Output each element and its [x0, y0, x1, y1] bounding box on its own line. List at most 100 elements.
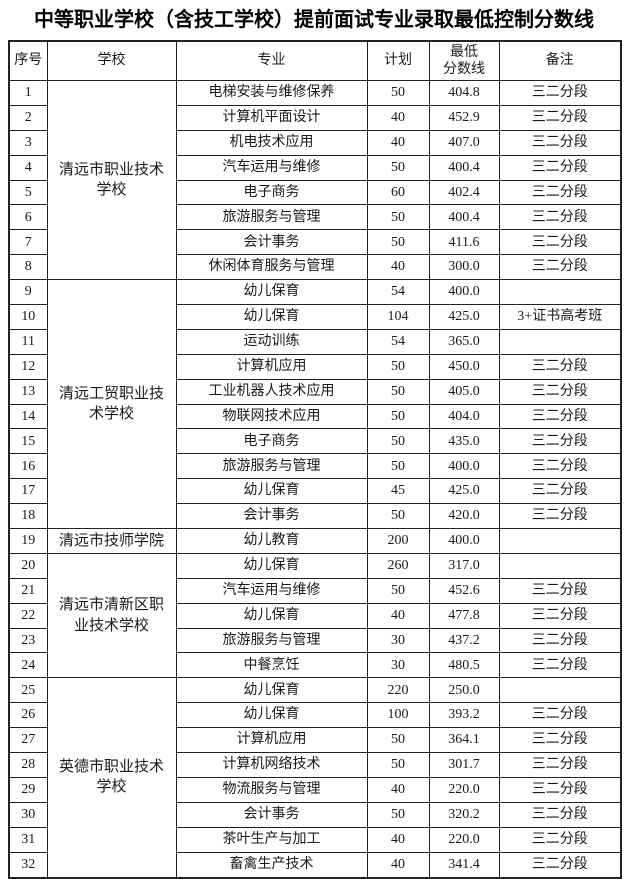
plan-count: 54 — [366, 279, 430, 306]
remark: 三二分段 — [498, 353, 622, 380]
row-number: 4 — [8, 154, 48, 181]
table-row: 7 会计事务 50 411.6 三二分段 — [8, 229, 622, 256]
row-number: 12 — [8, 353, 48, 380]
major-name: 旅游服务与管理 — [175, 204, 368, 231]
table-row: 12 计算机应用 50 450.0 三二分段 — [8, 353, 622, 380]
row-number: 13 — [8, 378, 48, 405]
major-name: 幼儿教育 — [175, 528, 368, 554]
plan-count: 60 — [366, 179, 430, 206]
remark: 三二分段 — [498, 503, 622, 530]
remark — [498, 552, 622, 579]
min-score-value: 411.6 — [428, 229, 500, 256]
major-name: 工业机器人技术应用 — [175, 378, 368, 405]
row-number: 10 — [8, 304, 48, 330]
major-name: 会计事务 — [175, 801, 368, 828]
plan-count: 50 — [366, 229, 430, 256]
min-score-value: 400.4 — [428, 154, 500, 181]
table-row: 9 清远工贸职业技术学校 幼儿保育 54 400.0 — [8, 279, 622, 530]
table-row: 24 中餐烹饪 30 480.5 三二分段 — [8, 652, 622, 679]
min-score-value: 425.0 — [428, 304, 500, 330]
major-name: 幼儿保育 — [175, 304, 368, 330]
remark — [498, 279, 622, 306]
min-score-value: 437.2 — [428, 627, 500, 654]
remark: 三二分段 — [498, 478, 622, 505]
remark: 三二分段 — [498, 702, 622, 729]
table-row: 1 清远市职业技术学校 电梯安装与维修保养 50 404.8 三二分段 — [8, 79, 622, 281]
row-number: 31 — [8, 826, 48, 853]
remark: 三二分段 — [498, 254, 622, 281]
remark: 三二分段 — [498, 403, 622, 430]
row-number: 21 — [8, 577, 48, 604]
plan-count: 220 — [366, 677, 430, 704]
major-name: 茶叶生产与加工 — [175, 826, 368, 853]
table-row: 19 清远市技师学院 幼儿教育 200 400.0 — [8, 528, 622, 554]
row-number: 2 — [8, 104, 48, 131]
table-row: 3 机电技术应用 40 407.0 三二分段 — [8, 129, 622, 156]
plan-count: 50 — [366, 154, 430, 181]
row-number: 6 — [8, 204, 48, 231]
major-name: 会计事务 — [175, 503, 368, 530]
major-name: 电子商务 — [175, 428, 368, 455]
min-score-value: 220.0 — [428, 776, 500, 803]
row-number: 17 — [8, 478, 48, 505]
row-number: 3 — [8, 129, 48, 156]
plan-count: 50 — [366, 801, 430, 828]
row-number: 1 — [8, 80, 48, 106]
min-score-value: 477.8 — [428, 602, 500, 629]
plan-count: 40 — [366, 602, 430, 629]
row-number: 16 — [8, 453, 48, 480]
table-row: 25 英德市职业技术学校 幼儿保育 220 250.0 — [8, 677, 622, 878]
row-number: 27 — [8, 727, 48, 754]
header-row: 序号 学校 专业 计划 最低 分数线 备注 — [8, 40, 622, 81]
table-row: 27 计算机应用 50 364.1 三二分段 — [8, 727, 622, 754]
row-number: 11 — [8, 328, 48, 355]
header-major: 专业 — [175, 40, 368, 81]
min-score-value: 400.0 — [428, 528, 500, 554]
major-name: 电子商务 — [175, 179, 368, 206]
header-remark: 备注 — [498, 40, 622, 81]
table-row: 26 幼儿保育 100 393.2 三二分段 — [8, 702, 622, 729]
remark: 三二分段 — [498, 104, 622, 131]
major-name: 幼儿保育 — [175, 552, 368, 579]
plan-count: 50 — [366, 204, 430, 231]
min-score-value: 404.0 — [428, 403, 500, 430]
min-score-value: 480.5 — [428, 652, 500, 679]
min-score-value: 420.0 — [428, 503, 500, 530]
plan-count: 50 — [366, 80, 430, 106]
major-name: 物流服务与管理 — [175, 776, 368, 803]
plan-count: 104 — [366, 304, 430, 330]
remark: 三二分段 — [498, 229, 622, 256]
major-name: 幼儿保育 — [175, 478, 368, 505]
header-school: 学校 — [46, 40, 177, 81]
plan-count: 54 — [366, 328, 430, 355]
major-name: 汽车运用与维修 — [175, 154, 368, 181]
min-score-value: 220.0 — [428, 826, 500, 853]
row-number: 28 — [8, 752, 48, 778]
remark — [498, 528, 622, 554]
min-score-value: 425.0 — [428, 478, 500, 505]
row-number: 26 — [8, 702, 48, 729]
table-row: 2 计算机平面设计 40 452.9 三二分段 — [8, 104, 622, 131]
major-name: 旅游服务与管理 — [175, 627, 368, 654]
row-number: 7 — [8, 229, 48, 256]
school-name: 清远市职业技术学校 — [46, 79, 177, 281]
remark: 三二分段 — [498, 577, 622, 604]
major-name: 汽车运用与维修 — [175, 577, 368, 604]
table-row: 4 汽车运用与维修 50 400.4 三二分段 — [8, 154, 622, 181]
plan-count: 260 — [366, 552, 430, 579]
table-row: 18 会计事务 50 420.0 三二分段 — [8, 503, 622, 530]
major-name: 计算机网络技术 — [175, 752, 368, 778]
remark: 三二分段 — [498, 801, 622, 828]
min-score-value: 250.0 — [428, 677, 500, 704]
remark — [498, 328, 622, 355]
row-number: 15 — [8, 428, 48, 455]
remark: 三二分段 — [498, 378, 622, 405]
table-row: 31 茶叶生产与加工 40 220.0 三二分段 — [8, 826, 622, 853]
table-row: 5 电子商务 60 402.4 三二分段 — [8, 179, 622, 206]
remark: 三二分段 — [498, 129, 622, 156]
remark: 三二分段 — [498, 727, 622, 754]
min-score-value: 400.0 — [428, 279, 500, 306]
major-name: 机电技术应用 — [175, 129, 368, 156]
table-row: 13 工业机器人技术应用 50 405.0 三二分段 — [8, 378, 622, 405]
